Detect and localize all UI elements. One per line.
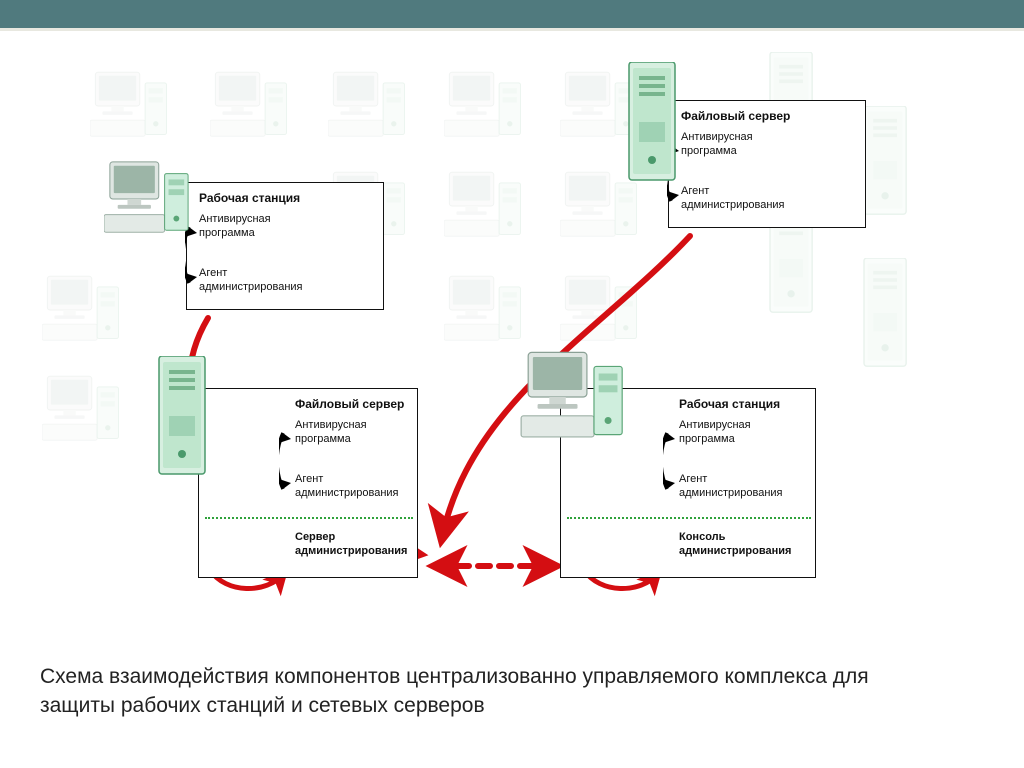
node-workstation-1: Рабочая станция Антивирусная программа А… bbox=[186, 182, 384, 310]
node-title: Рабочая станция bbox=[199, 191, 300, 205]
bg-workstation-icon bbox=[42, 272, 122, 348]
text-ag1: Агент bbox=[199, 267, 227, 279]
bg-workstation-icon bbox=[444, 168, 524, 244]
text-bottomA: Сервер bbox=[295, 531, 335, 543]
text-ag1: Агент bbox=[295, 473, 323, 485]
text-av1: Антивирусная bbox=[295, 419, 367, 431]
text-ag2: администрирования bbox=[679, 487, 783, 499]
text-av1: Антивирусная bbox=[199, 213, 271, 225]
text-bottomA: Консоль bbox=[679, 531, 725, 543]
text-bottomB: администрирования bbox=[679, 545, 791, 557]
text-av1: Антивирусная bbox=[679, 419, 751, 431]
node-title: Рабочая станция bbox=[679, 397, 780, 411]
bg-workstation-icon bbox=[444, 68, 524, 144]
bg-server-tower-icon bbox=[862, 106, 910, 216]
node-title: Файловый сервер bbox=[681, 109, 790, 123]
text-av1: Антивирусная bbox=[681, 131, 753, 143]
node-file-server-left: Файловый сервер Антивирусная программа А… bbox=[198, 388, 418, 578]
bg-workstation-icon bbox=[560, 272, 640, 348]
text-ag1: Агент bbox=[679, 473, 707, 485]
node-file-server-right: Файловый сервер Антивирусная программа А… bbox=[668, 100, 866, 228]
bg-workstation-icon bbox=[328, 68, 408, 144]
bg-server-tower-icon bbox=[862, 258, 910, 368]
diagram-stage: Рабочая станция Антивирусная программа А… bbox=[0, 32, 1024, 768]
bg-workstation-icon bbox=[90, 68, 170, 144]
text-ag2: администрирования bbox=[681, 199, 785, 211]
text-ag2: администрирования bbox=[295, 487, 399, 499]
sync-icon bbox=[279, 429, 297, 495]
sync-icon bbox=[663, 429, 681, 495]
diagram-caption: Схема взаимодействия компонентов централ… bbox=[40, 663, 920, 720]
divider bbox=[567, 517, 811, 519]
divider bbox=[205, 517, 413, 519]
node-title: Файловый сервер bbox=[295, 397, 404, 411]
server-tower-icon bbox=[626, 62, 680, 182]
text-bottomB: администрирования bbox=[295, 545, 407, 557]
text-ag1: Агент bbox=[681, 185, 709, 197]
bg-workstation-icon bbox=[42, 372, 122, 448]
workstation-icon bbox=[104, 158, 192, 240]
header-band bbox=[0, 0, 1024, 28]
workstation-icon bbox=[520, 350, 628, 444]
text-av2: программа bbox=[679, 433, 735, 445]
bg-workstation-icon bbox=[444, 272, 524, 348]
bg-workstation-icon bbox=[210, 68, 290, 144]
text-av2: программа bbox=[199, 227, 255, 239]
server-tower-icon bbox=[156, 356, 210, 476]
text-av2: программа bbox=[681, 145, 737, 157]
text-ag2: администрирования bbox=[199, 281, 303, 293]
text-av2: программа bbox=[295, 433, 351, 445]
